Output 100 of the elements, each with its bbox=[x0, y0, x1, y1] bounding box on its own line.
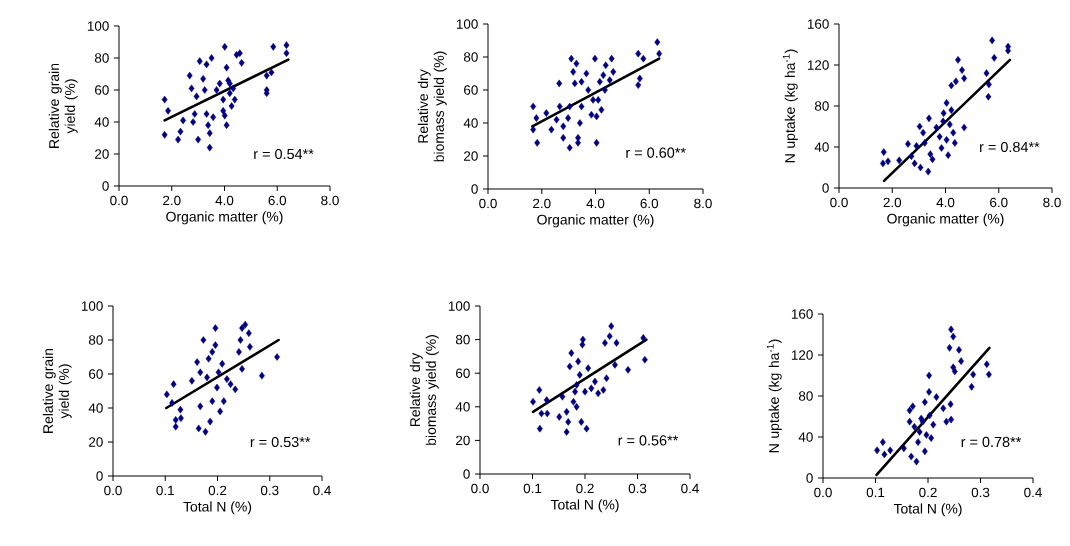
point bbox=[598, 106, 605, 114]
y-tick-label: 0 bbox=[463, 469, 470, 479]
point bbox=[223, 121, 230, 129]
point bbox=[951, 367, 958, 376]
y-tick-label: 80 bbox=[814, 101, 829, 111]
point bbox=[925, 167, 932, 176]
point bbox=[602, 339, 608, 347]
y-tick-label: 0 bbox=[822, 183, 829, 193]
point bbox=[579, 340, 586, 349]
point bbox=[228, 102, 235, 110]
point bbox=[191, 110, 198, 118]
point bbox=[556, 79, 563, 88]
point bbox=[946, 120, 953, 129]
point bbox=[568, 349, 575, 357]
x-tick-label: 0.0 bbox=[479, 198, 497, 209]
point bbox=[583, 424, 590, 433]
annotation: r = 0.54** bbox=[254, 148, 314, 160]
y-tick-label: 20 bbox=[95, 149, 109, 159]
point bbox=[920, 128, 927, 137]
point bbox=[983, 69, 990, 77]
annotation: r = 0.53** bbox=[250, 436, 311, 448]
point bbox=[544, 409, 551, 418]
point bbox=[654, 38, 661, 46]
point bbox=[212, 341, 219, 349]
point bbox=[565, 114, 571, 122]
point bbox=[559, 392, 566, 401]
point bbox=[952, 77, 959, 86]
point bbox=[270, 43, 277, 51]
point bbox=[908, 452, 915, 461]
y-axis-title: Relative dry biomass yield (%) bbox=[409, 335, 439, 445]
point bbox=[927, 150, 934, 158]
point bbox=[595, 389, 602, 398]
y-tick-label: 20 bbox=[456, 435, 470, 446]
point bbox=[948, 106, 955, 114]
point bbox=[916, 428, 923, 436]
point bbox=[943, 99, 950, 107]
x-axis-title: Total N (%) bbox=[893, 503, 962, 517]
point bbox=[570, 68, 577, 76]
point bbox=[216, 79, 223, 88]
point bbox=[571, 79, 578, 88]
point bbox=[940, 404, 947, 413]
point bbox=[186, 71, 193, 80]
point bbox=[600, 71, 607, 79]
point bbox=[536, 386, 543, 394]
point bbox=[909, 402, 916, 411]
point bbox=[219, 360, 226, 368]
point bbox=[961, 123, 968, 132]
point bbox=[205, 354, 212, 363]
x-tick-label: 2.0 bbox=[163, 195, 181, 206]
point bbox=[911, 422, 918, 431]
y-tick-label: 40 bbox=[798, 432, 813, 442]
point bbox=[213, 86, 220, 94]
point bbox=[178, 414, 184, 422]
point bbox=[603, 374, 610, 383]
point bbox=[268, 68, 275, 77]
point bbox=[208, 54, 215, 62]
point bbox=[933, 123, 940, 132]
point bbox=[578, 77, 585, 86]
x-tick-label: 8.0 bbox=[694, 198, 712, 209]
point bbox=[274, 353, 280, 361]
point bbox=[596, 77, 603, 86]
point bbox=[237, 336, 244, 344]
point bbox=[566, 102, 573, 111]
point bbox=[933, 393, 940, 401]
point bbox=[938, 144, 945, 152]
point bbox=[197, 368, 204, 377]
point bbox=[576, 371, 583, 379]
point bbox=[943, 136, 950, 144]
point bbox=[879, 438, 886, 446]
y-tick-label: 80 bbox=[94, 53, 109, 63]
x-axis-title: Total N (%) bbox=[550, 499, 619, 513]
point bbox=[534, 139, 541, 147]
point bbox=[188, 84, 195, 93]
point bbox=[929, 155, 936, 164]
point bbox=[177, 127, 184, 136]
point bbox=[232, 385, 239, 394]
y-tick-label: 60 bbox=[89, 369, 103, 379]
point bbox=[203, 110, 210, 118]
point bbox=[913, 142, 920, 150]
point bbox=[560, 122, 567, 131]
point bbox=[936, 132, 943, 141]
point bbox=[543, 396, 550, 404]
point bbox=[943, 417, 950, 426]
point bbox=[563, 428, 570, 436]
point bbox=[533, 114, 540, 122]
y-tick-label: 40 bbox=[463, 118, 478, 128]
point bbox=[226, 89, 233, 97]
point bbox=[238, 59, 245, 67]
point bbox=[595, 96, 602, 104]
y-tick-label: 40 bbox=[455, 402, 470, 412]
point bbox=[585, 86, 592, 94]
point bbox=[575, 139, 581, 147]
point bbox=[563, 408, 570, 416]
x-tick-label: 0.0 bbox=[830, 197, 848, 208]
point bbox=[921, 139, 928, 147]
point bbox=[530, 125, 537, 134]
point bbox=[991, 54, 998, 62]
point bbox=[950, 332, 957, 341]
point bbox=[206, 143, 213, 152]
point bbox=[635, 81, 642, 89]
